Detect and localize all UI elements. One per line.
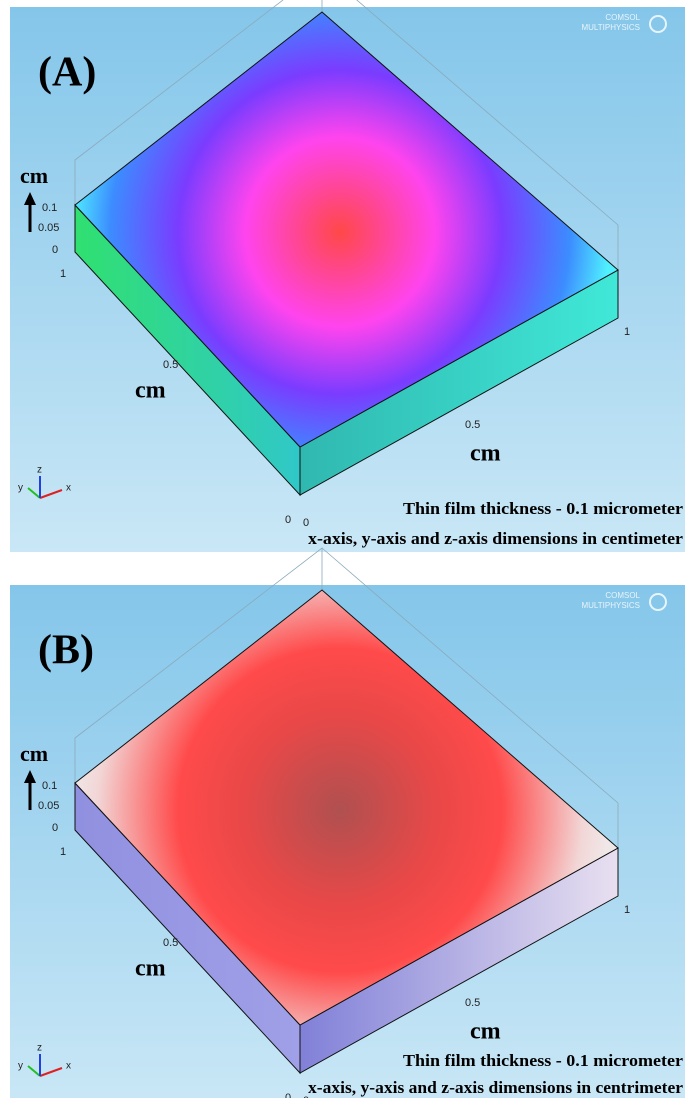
- z-tick-label: 0: [52, 244, 58, 256]
- page: (A)COMSOLMULTIPHYSICScm0.10.05010.50cm00…: [0, 0, 692, 1098]
- y-tick-label: 0: [285, 1092, 291, 1098]
- z-tick-label: 0.1: [42, 780, 57, 792]
- caption: x-axis, y-axis and z-axis dimensions in …: [308, 529, 683, 548]
- logo-text: COMSOL: [605, 591, 640, 600]
- triad-label: z: [37, 465, 42, 476]
- z-tick-label: 0.05: [38, 222, 59, 234]
- triad-label: x: [66, 1061, 71, 1072]
- figure: (A)COMSOLMULTIPHYSICScm0.10.05010.50cm00…: [0, 0, 692, 1098]
- y-tick-label: 1: [60, 846, 66, 858]
- y-axis-label: cm: [135, 956, 166, 982]
- x-tick-label: 1: [624, 326, 630, 338]
- triad-label: z: [37, 1043, 42, 1054]
- z-axis-label: cm: [20, 163, 48, 188]
- panel: (A)COMSOLMULTIPHYSICScm0.10.05010.50cm00…: [10, 0, 685, 552]
- y-tick-label: 1: [60, 268, 66, 280]
- z-tick-label: 0: [52, 822, 58, 834]
- panel-label: (A): [38, 50, 96, 96]
- panel: (B)COMSOLMULTIPHYSICScm0.10.05010.50cm00…: [10, 548, 685, 1098]
- caption: Thin film thickness - 0.1 micrometer: [403, 499, 683, 518]
- x-tick-label: 1: [624, 904, 630, 916]
- x-axis-label: cm: [470, 1019, 501, 1045]
- logo-text: MULTIPHYSICS: [581, 23, 640, 32]
- logo-text: MULTIPHYSICS: [581, 601, 640, 610]
- x-tick-label: 0.5: [465, 419, 480, 431]
- y-tick-label: 0: [285, 514, 291, 526]
- caption: x-axis, y-axis and z-axis dimensions in …: [308, 1078, 683, 1097]
- caption: Thin film thickness - 0.1 micrometer: [403, 1051, 683, 1070]
- z-tick-label: 0.1: [42, 202, 57, 214]
- triad-label: x: [66, 483, 71, 494]
- x-tick-label: 0: [303, 517, 309, 529]
- x-tick-label: 0.5: [465, 997, 480, 1009]
- x-axis-label: cm: [470, 441, 501, 467]
- panel-label: (B): [38, 628, 94, 674]
- y-axis-label: cm: [135, 378, 166, 404]
- z-tick-label: 0.05: [38, 800, 59, 812]
- triad-label: y: [18, 1061, 23, 1072]
- logo-text: COMSOL: [605, 13, 640, 22]
- triad-label: y: [18, 483, 23, 494]
- y-tick-label: 0.5: [163, 359, 178, 371]
- y-tick-label: 0.5: [163, 937, 178, 949]
- z-axis-label: cm: [20, 741, 48, 766]
